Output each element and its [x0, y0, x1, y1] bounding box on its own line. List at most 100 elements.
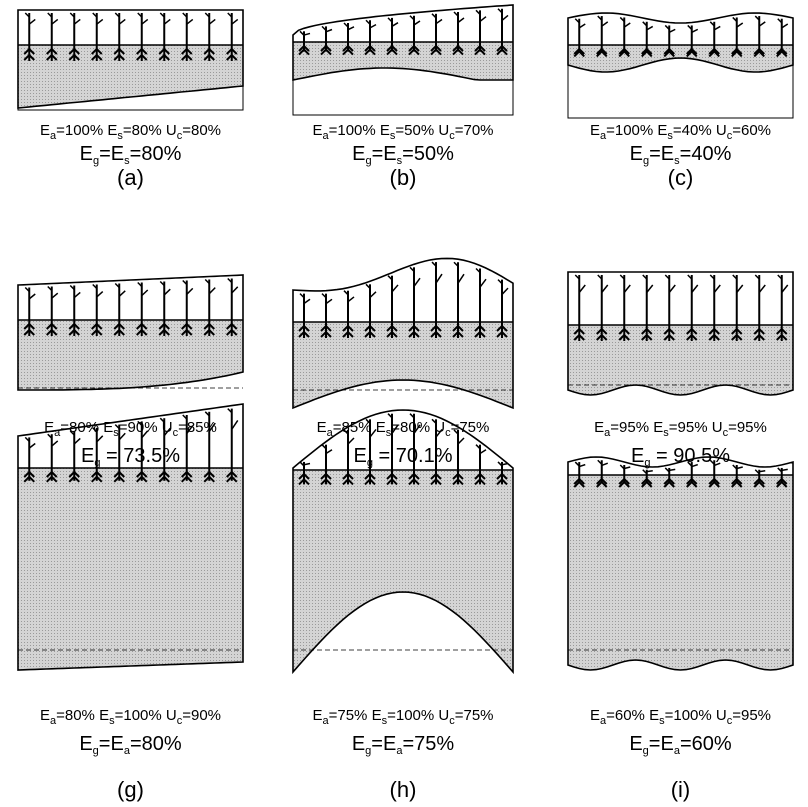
root-branch: [320, 330, 332, 338]
plant-leaf: [24, 436, 30, 442]
subscript: g: [365, 745, 371, 757]
root-branch: [203, 475, 215, 483]
value: =: [649, 733, 661, 755]
symbol: E: [81, 445, 94, 467]
value: =60%: [606, 707, 645, 724]
root-branch: [686, 333, 698, 341]
root-branch: [226, 322, 238, 330]
efficiency: Eg=Es=50%: [352, 143, 454, 167]
root-branch: [496, 324, 508, 332]
root-branch: [641, 49, 653, 58]
symbol: E: [383, 733, 396, 755]
root-branch: [596, 480, 608, 488]
root-branch: [686, 480, 698, 488]
root-branch: [113, 47, 125, 55]
plant-leaf: [51, 440, 59, 447]
root-branch: [91, 470, 103, 478]
root-branch: [23, 470, 35, 478]
outline: [567, 456, 794, 671]
plant-leaf: [347, 26, 355, 31]
root-branch: [596, 47, 608, 55]
root-branch: [663, 477, 675, 485]
root-branch: [573, 47, 585, 55]
box-edge: [292, 80, 514, 116]
plant-leaf: [736, 466, 743, 470]
plant-leaf: [204, 411, 210, 417]
root-branch: [226, 328, 238, 336]
root-branch: [68, 53, 80, 61]
value: =95%: [610, 419, 649, 436]
plant-leaf: [159, 280, 165, 287]
root-branch: [618, 327, 630, 335]
plant-leaf: [163, 427, 171, 437]
plant-leaf: [758, 21, 766, 27]
value: =80%: [391, 419, 430, 436]
panel: Ea=80% Es=90% Uc=85%Eg = 73.5%(d): [17, 274, 244, 499]
root-branch: [364, 324, 376, 332]
root-branch: [618, 477, 630, 485]
root-branch: [776, 47, 788, 55]
symbol: E: [649, 419, 663, 436]
root-branch: [596, 49, 608, 58]
efficiency: Eg=Ea=80%: [79, 733, 182, 757]
value: =80%: [123, 122, 162, 139]
plant-leaf: [668, 284, 676, 293]
plant-leaf: [114, 424, 120, 430]
subscript: g: [643, 745, 649, 757]
symbol: E: [79, 733, 92, 755]
plant-leaf: [475, 444, 481, 450]
plant-leaf: [303, 32, 311, 36]
root-branch: [663, 333, 675, 341]
root-branch: [46, 47, 58, 55]
subscript: c: [173, 427, 179, 439]
root-branch: [663, 327, 675, 335]
plant-leaf: [227, 277, 233, 284]
root-branch: [68, 322, 80, 330]
root-branch: [731, 49, 743, 58]
panel: Ea=100% Es=80% Uc=80%Eg=Es=80%(a): [17, 9, 244, 190]
soil-fill: [18, 468, 243, 670]
root-branch: [641, 477, 653, 485]
plant-leaf: [365, 418, 371, 424]
root-branch: [364, 48, 376, 56]
subscript: s: [124, 155, 130, 167]
root-branch: [23, 53, 35, 61]
subscript: c: [445, 427, 451, 439]
root-branch: [474, 472, 486, 480]
plant-leaf: [732, 464, 738, 470]
root-branch: [342, 324, 354, 332]
plant-leaf: [387, 275, 393, 281]
root-branch: [776, 477, 788, 485]
plant-leaf: [754, 15, 760, 21]
root-branch: [364, 44, 376, 52]
subscript: a: [124, 745, 131, 757]
subscript: g: [93, 745, 99, 757]
root-branch: [452, 477, 464, 486]
plant-leaf: [574, 274, 580, 280]
root-branch: [663, 47, 675, 55]
root-branch: [46, 470, 58, 478]
plant-leaf: [597, 15, 603, 21]
plant-leaf: [347, 296, 355, 303]
value: =: [371, 733, 383, 755]
value: =100%: [387, 707, 434, 724]
plant-leaf: [159, 417, 165, 423]
root-branch: [181, 475, 193, 483]
plant-leaf: [28, 293, 36, 300]
root-branch: [408, 472, 420, 480]
subscript: s: [117, 130, 123, 142]
value: =90%: [182, 707, 221, 724]
plant-leaf: [777, 467, 783, 473]
root-branch: [430, 324, 442, 332]
root-branch: [753, 327, 765, 335]
value: =50%: [395, 122, 434, 139]
symbol: E: [645, 707, 659, 724]
root-branch: [708, 47, 720, 55]
subscript: g: [93, 155, 99, 167]
root-branch: [298, 477, 310, 486]
root-branch: [113, 328, 125, 336]
symbol: U: [434, 122, 449, 139]
root-branch: [298, 330, 310, 338]
root-branch: [342, 330, 354, 338]
